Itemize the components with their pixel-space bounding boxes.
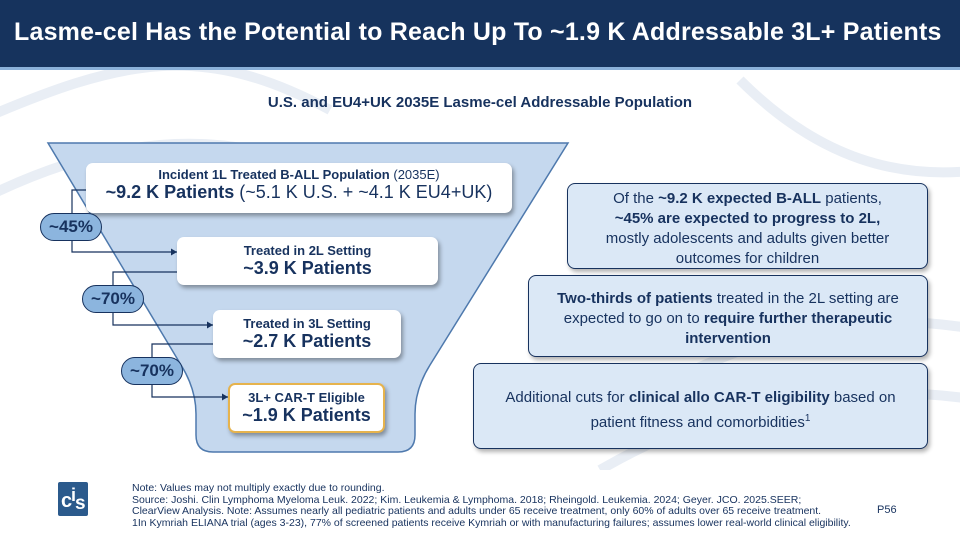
callout-allo-text: based on	[829, 389, 896, 406]
stage-incident-1l-value-bold: ~9.2 K Patients	[105, 182, 235, 202]
stage-cart-eligible-value: ~1.9 K Patients	[242, 405, 371, 425]
header-bar: Lasme-cel Has the Potential to Reach Up …	[0, 0, 960, 67]
footnotes: Note: Values may not multiply exactly du…	[132, 482, 892, 529]
callout-two-thirds-bold: intervention	[685, 330, 771, 347]
funnel-shape	[46, 142, 570, 453]
footnote-line: ClearView Analysis. Note: Assumes nearly…	[132, 505, 822, 518]
chart-subtitle: U.S. and EU4+UK 2035E Lasme-cel Addressa…	[267, 94, 693, 111]
callout-progression: Of the ~9.2 K expected B-ALL patients, ~…	[567, 183, 928, 269]
pct-badge-3l: ~70%	[82, 285, 144, 313]
callout-progression-text: patients,	[821, 190, 882, 207]
company-logo: c i s	[58, 482, 88, 516]
callout-allo-text: Additional cuts for	[505, 389, 629, 406]
stage-treated-2l: Treated in 2L Setting ~3.9 K Patients	[177, 237, 438, 285]
arrow-head-3	[222, 393, 228, 401]
callout-allo-eligibility: Additional cuts for clinical allo CAR-T …	[473, 363, 928, 449]
stage-cart-eligible-label: 3L+ CAR-T Eligible	[248, 390, 365, 405]
callout-allo-bold: clinical allo CAR-T eligibility	[628, 389, 830, 406]
logo-letter: c	[61, 490, 73, 512]
logo-letter: s	[75, 493, 86, 514]
stage-incident-1l-value-split: (~5.1 K U.S. + ~4.1 K EU4+UK)	[234, 182, 493, 202]
stage-cart-eligible: 3L+ CAR-T Eligible ~1.9 K Patients	[228, 383, 385, 433]
slide-title: Lasme-cel Has the Potential to Reach Up …	[14, 18, 942, 46]
stage-treated-3l-label: Treated in 3L Setting	[243, 316, 371, 331]
callout-two-thirds-bold: Two-thirds of patients	[557, 290, 713, 307]
footnote-line: 1In Kymriah ELIANA trial (ages 3-23), 77…	[132, 516, 851, 529]
arrow-head-1	[171, 248, 177, 256]
stage-treated-3l: Treated in 3L Setting ~2.7 K Patients	[213, 310, 401, 358]
stage-incident-1l: Incident 1L Treated B-ALL Population (20…	[86, 163, 512, 213]
callout-allo-text: patient fitness and comorbidities	[590, 414, 805, 431]
page-number: P56	[877, 504, 897, 516]
header-rule	[0, 67, 960, 70]
stage-incident-1l-label-year: (2035E)	[389, 167, 440, 182]
stage-incident-1l-label: Incident 1L Treated B-ALL Population (20…	[86, 167, 512, 182]
arrow-head-2	[207, 321, 213, 329]
callout-two-thirds-text: expected to go on to	[563, 310, 704, 327]
stage-incident-1l-value: ~9.2 K Patients (~5.1 K U.S. + ~4.1 K EU…	[86, 182, 512, 203]
stage-treated-3l-value: ~2.7 K Patients	[242, 331, 372, 351]
pct-badge-cart: ~70%	[121, 357, 183, 385]
callout-progression-bold: ~45% are expected to progress to 2L,	[614, 210, 881, 227]
stage-treated-2l-value: ~3.9 K Patients	[243, 258, 372, 278]
pct-badge-2l: ~45%	[40, 213, 102, 241]
footnote-line: Source: Joshi. Clin Lymphoma Myeloma Leu…	[132, 493, 802, 506]
callout-progression-text: outcomes for children	[675, 250, 820, 267]
callout-two-thirds-bold: require further therapeutic	[703, 310, 893, 327]
logo-letter: i	[71, 485, 77, 505]
callout-two-thirds: Two-thirds of patients treated in the 2L…	[528, 275, 928, 357]
callout-progression-bold: ~9.2 K expected B-ALL	[658, 190, 822, 207]
callout-two-thirds-text: treated in the 2L setting are	[712, 290, 899, 307]
callout-progression-text: Of the	[613, 190, 659, 207]
footnote-line: Note: Values may not multiply exactly du…	[132, 482, 385, 494]
stage-incident-1l-label-bold: Incident 1L Treated B-ALL Population	[158, 167, 390, 182]
footnote-marker: 1	[804, 413, 811, 424]
callout-progression-text: mostly adolescents and adults given bett…	[605, 230, 890, 247]
stage-treated-2l-label: Treated in 2L Setting	[243, 243, 372, 258]
